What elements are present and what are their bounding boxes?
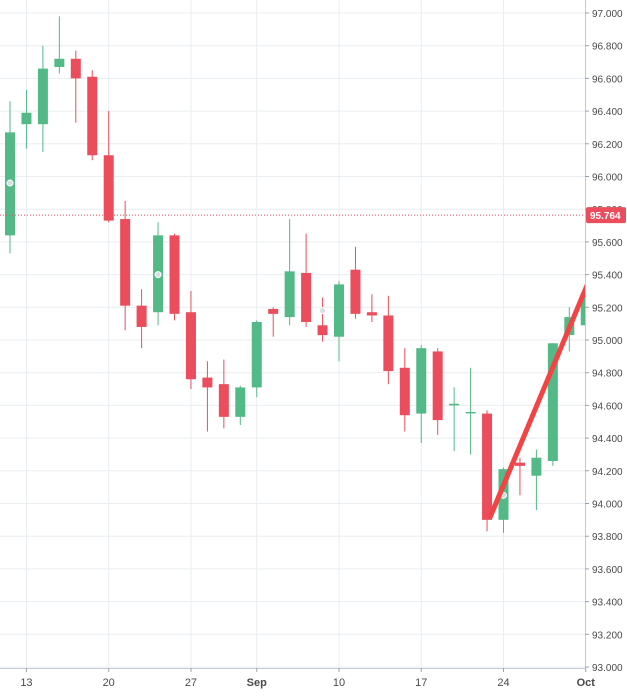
candle-body-up [531, 457, 542, 476]
candle-body-up [235, 387, 246, 417]
price-tick-label: 93.000 [592, 663, 623, 674]
last-price-badge: 95.764 [586, 207, 626, 224]
candle-body-up [416, 348, 427, 414]
candle-body-down [399, 367, 410, 416]
time-tick-label: 20 [103, 677, 115, 689]
candle-body-down [268, 308, 279, 314]
price-tick-label: 96.800 [592, 42, 623, 53]
price-tick-label: 93.600 [592, 565, 623, 576]
price-tick-label: 95.000 [592, 336, 623, 347]
last-price-label: 95.764 [590, 211, 621, 222]
candle-body-up [37, 68, 48, 125]
price-tick-label: 94.200 [592, 467, 623, 478]
event-marker [154, 271, 162, 279]
candle-body-down [136, 305, 147, 327]
candle-body-down [185, 312, 196, 380]
candle-body-down [218, 384, 229, 417]
candle-body-up [54, 58, 65, 67]
time-tick-label: Oct [577, 677, 596, 689]
price-tick-label: 96.400 [592, 107, 623, 118]
last-price-badge-bg [586, 207, 626, 224]
price-tick-label: 95.600 [592, 238, 623, 249]
candle-body-up [284, 271, 295, 318]
price-tick-label: 93.800 [592, 532, 623, 543]
candle-body-down [366, 312, 377, 316]
candle-body-down [432, 351, 443, 421]
candle-body-up [465, 411, 476, 414]
candle-body-down [482, 413, 493, 520]
candle-body-up [334, 284, 344, 337]
candle-body-up [547, 343, 558, 461]
candle-body-down [350, 269, 361, 314]
candle-body-down [301, 272, 312, 323]
candle-body-up [21, 112, 32, 125]
event-markers [6, 179, 507, 499]
candle-body-down [317, 325, 328, 336]
time-axis-panel [0, 668, 627, 694]
event-marker [319, 307, 327, 315]
time-tick-label: 17 [415, 677, 427, 689]
price-tick-label: 94.800 [592, 369, 623, 380]
candle-body-down [514, 462, 525, 466]
time-tick-label: 24 [497, 677, 509, 689]
price-tick-label: 93.200 [592, 630, 623, 641]
price-axis-panel [585, 0, 627, 694]
candle-body-down [103, 155, 114, 221]
time-tick-label: 10 [333, 677, 345, 689]
candle-body-down [202, 377, 213, 388]
price-tick-label: 95.400 [592, 271, 623, 282]
price-tick-label: 94.600 [592, 401, 623, 412]
candle-body-down [169, 235, 180, 314]
candle-body-down [383, 315, 394, 372]
price-tick-label: 97.000 [592, 9, 623, 20]
time-tick-label: 27 [185, 677, 197, 689]
candle-body-down [87, 76, 98, 156]
event-marker [6, 179, 14, 187]
price-tick-label: 96.000 [592, 173, 623, 184]
candle-body-up [251, 322, 262, 388]
candle-body-down [120, 219, 131, 306]
candle-body-down [70, 58, 81, 79]
price-tick-label: 96.600 [592, 74, 623, 85]
price-tick-label: 96.200 [592, 140, 623, 151]
candle-body-up [449, 403, 460, 406]
time-tick-label: 13 [20, 677, 32, 689]
price-tick-label: 95.200 [592, 303, 623, 314]
price-tick-label: 94.400 [592, 434, 623, 445]
price-tick-label: 94.000 [592, 500, 623, 511]
time-tick-label: Sep [247, 677, 267, 689]
price-tick-label: 93.400 [592, 598, 623, 609]
